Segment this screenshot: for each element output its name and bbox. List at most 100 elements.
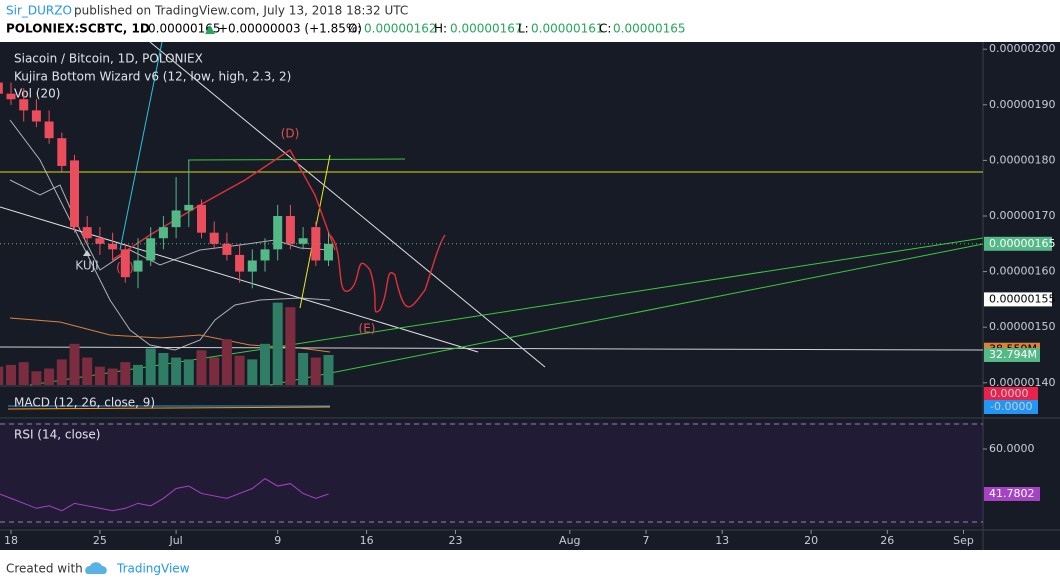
candle-body	[44, 121, 54, 139]
candle-body	[311, 227, 321, 261]
y-tick-label: 0.00000160	[989, 265, 1055, 278]
o-label: O:	[348, 22, 361, 36]
volume-bar	[120, 362, 131, 385]
macd-label: -0.0000	[990, 400, 1032, 413]
hline	[0, 346, 984, 351]
volume-bar	[196, 350, 207, 385]
x-axis-bg	[0, 530, 1060, 550]
published: published on TradingView.com, July 13, 2…	[74, 4, 408, 18]
macd-tag	[984, 400, 1038, 414]
price-tag	[984, 292, 1052, 307]
hline	[187, 158, 406, 161]
candle-body	[298, 238, 308, 244]
volume-bar	[6, 364, 16, 385]
candle-body	[95, 238, 105, 244]
change: +0.00000003 (+1.85%)	[218, 22, 362, 36]
candle-body	[324, 243, 333, 261]
y-tick-label: 0.00000140	[989, 376, 1055, 389]
trendline	[269, 243, 984, 386]
candle-body	[285, 216, 295, 244]
footer-text: Created with	[6, 562, 83, 576]
volume-bar	[0, 366, 4, 385]
candle-body	[133, 260, 143, 272]
candle-body	[158, 227, 168, 239]
up-arrow	[205, 25, 215, 34]
last: 0.00000165	[148, 22, 221, 36]
annotation: (D)	[281, 127, 300, 141]
rsi-tag	[984, 487, 1040, 502]
volume-bar	[209, 357, 220, 385]
x-tick-label: 25	[93, 534, 107, 547]
price-tag-label: 0.00000155	[989, 292, 1055, 305]
macd-title: MACD (12, 26, close, 9)	[14, 396, 155, 410]
rsi-title: RSI (14, close)	[14, 428, 100, 442]
candle-body	[273, 216, 283, 250]
candle-body	[108, 243, 118, 250]
volume-bar	[221, 339, 232, 385]
volume-bar	[298, 352, 309, 385]
volume-bar	[158, 352, 169, 385]
volume-bar	[56, 359, 67, 385]
volume-bar	[94, 366, 105, 385]
y-tick-label: 0.00000200	[989, 42, 1055, 55]
candle-body	[120, 249, 130, 278]
x-tick-label: 16	[360, 534, 374, 547]
indicator: Kujira Bottom Wizard v6 (12, low, high, …	[14, 70, 291, 84]
x-tick-label: Sep	[953, 534, 974, 547]
tv-logo	[85, 562, 107, 574]
x-tick-label: 18	[4, 534, 18, 547]
annotation: (E)	[359, 322, 376, 336]
volume-bar	[18, 362, 29, 385]
chart-title: Siacoin / Bitcoin, 1D, POLONIEX	[14, 52, 203, 66]
candle-body	[31, 110, 41, 122]
x-tick-label: 7	[643, 534, 650, 547]
volume-bar	[272, 302, 283, 385]
projection	[329, 234, 446, 313]
x-tick-label: 9	[274, 534, 281, 547]
h-value: 0.00000167	[450, 22, 523, 36]
h-label: H:	[434, 22, 447, 36]
x-tick-label: 13	[715, 534, 729, 547]
candle-body	[146, 238, 156, 261]
volume-tag	[984, 347, 1040, 362]
volume-bar	[133, 364, 143, 385]
c-value: 0.00000165	[613, 22, 686, 36]
volume-bar	[82, 357, 93, 385]
y-tick-label: 0.00000150	[989, 320, 1055, 333]
volume-bar	[247, 359, 258, 385]
x-tick-label: 23	[449, 534, 463, 547]
candle-body	[209, 232, 219, 244]
volume-bar	[69, 343, 80, 385]
candle-body	[260, 249, 270, 261]
volume-bar	[323, 354, 334, 385]
kuji-marker	[83, 250, 91, 256]
x-tick-label: Aug	[559, 534, 580, 547]
indicator: Vol (20)	[14, 87, 60, 101]
trendline	[119, 41, 163, 251]
candle-body	[222, 243, 232, 255]
volume-bar	[234, 355, 245, 385]
volume-bar	[171, 357, 182, 385]
candle-body	[57, 138, 67, 166]
candle-body	[184, 204, 194, 211]
candle-body	[6, 93, 16, 100]
candle-body	[19, 99, 29, 111]
price-tag	[984, 236, 1052, 251]
macd-signal	[7, 406, 331, 410]
volume-bar	[183, 359, 194, 385]
symbol: POLONIEX:SCBTC, 1D	[6, 22, 150, 36]
rsi-tick-label: 60.0000	[989, 442, 1035, 455]
author[interactable]: Sir_DURZO	[6, 4, 72, 18]
price-tag-label: 0.00000165	[989, 237, 1055, 250]
volume-tag-label: 32.794M	[989, 348, 1037, 361]
macd-tag	[984, 387, 1038, 400]
rsi-bg	[0, 422, 983, 527]
candle-body	[0, 82, 3, 94]
candle-body	[235, 254, 245, 272]
candle-body	[82, 227, 92, 239]
volume-bar	[44, 368, 55, 385]
volume-bar	[285, 307, 296, 385]
footer-brand[interactable]: TradingView	[116, 562, 190, 576]
trendline	[149, 41, 546, 368]
